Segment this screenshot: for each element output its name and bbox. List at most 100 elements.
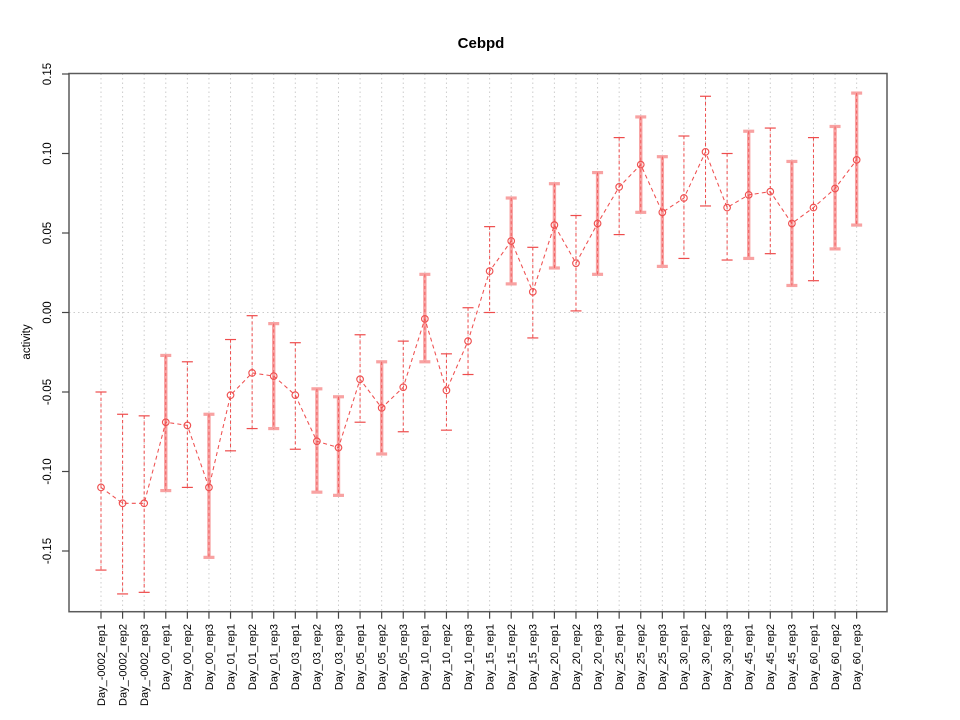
x-tick-label: Day_03_rep3 bbox=[333, 624, 345, 690]
x-tick-label: Day_20_rep2 bbox=[571, 624, 583, 690]
x-tick-label: Day_10_rep1 bbox=[420, 624, 432, 690]
data-point bbox=[723, 203, 731, 212]
x-tick-label: Day_15_rep1 bbox=[484, 624, 496, 690]
x-axis: Day_-0002_rep1 Day_-0002_rep2 Day_-0002_re… bbox=[96, 611, 863, 706]
x-tick-label: Day_05_rep2 bbox=[376, 624, 388, 690]
data-point bbox=[464, 337, 472, 345]
data-point bbox=[399, 383, 408, 392]
error-bar bbox=[764, 127, 776, 255]
data-point bbox=[831, 184, 839, 193]
data-point bbox=[788, 219, 796, 228]
y-tick-label: -0.15 bbox=[42, 538, 54, 564]
x-tick-label: Day_00_rep3 bbox=[204, 624, 216, 690]
data-point bbox=[313, 437, 321, 446]
data-point bbox=[701, 148, 710, 156]
error-bar bbox=[548, 182, 560, 270]
data-point bbox=[118, 499, 127, 508]
data-point bbox=[356, 375, 364, 384]
data-point bbox=[442, 386, 451, 395]
x-tick-label: Day_15_rep3 bbox=[528, 624, 540, 690]
x-tick-label: Day_10_rep3 bbox=[463, 624, 475, 690]
data-point bbox=[572, 259, 580, 268]
x-tick-label: Day_-0002_rep2 bbox=[117, 624, 129, 706]
x-tick-label: Day_45_rep2 bbox=[765, 624, 777, 690]
error-bar bbox=[527, 246, 539, 339]
data-point bbox=[809, 203, 818, 212]
data-point bbox=[248, 369, 257, 377]
data-point bbox=[636, 160, 645, 169]
error-bar bbox=[570, 214, 582, 312]
gridlines bbox=[69, 73, 887, 612]
data-points bbox=[97, 148, 861, 508]
x-tick-label: Day_45_rep1 bbox=[744, 624, 756, 690]
data-point bbox=[140, 499, 149, 508]
x-tick-label: Day_01_rep2 bbox=[247, 624, 259, 690]
x-tick-label: Day_01_rep1 bbox=[225, 624, 237, 690]
x-tick-label: Day_05_rep3 bbox=[398, 624, 410, 690]
data-point bbox=[269, 372, 278, 380]
y-tick-label: 0.00 bbox=[42, 301, 54, 323]
data-point bbox=[507, 237, 516, 245]
data-point bbox=[97, 483, 105, 492]
error-bar bbox=[246, 315, 258, 430]
error-bar bbox=[851, 91, 863, 227]
error-bar bbox=[311, 387, 323, 494]
error-bar bbox=[807, 137, 819, 282]
data-point bbox=[377, 404, 386, 412]
error-bar bbox=[181, 361, 193, 488]
x-tick-label: Day_25_rep1 bbox=[614, 624, 626, 690]
error-bar bbox=[678, 135, 690, 260]
y-tick-label: 0.15 bbox=[42, 63, 54, 85]
x-tick-label: Day_60_rep3 bbox=[851, 624, 863, 690]
x-tick-label: Day_05_rep1 bbox=[355, 624, 367, 690]
x-tick-label: Day_45_rep3 bbox=[787, 624, 799, 690]
data-point bbox=[161, 418, 170, 427]
y-axis: 0.15 0.10 0.05 0.00 -0.05 -0.10 -0.15 bbox=[42, 63, 69, 564]
plot-area: 0.15 0.10 0.05 0.00 -0.05 -0.10 -0.15 Day_-0002… bbox=[42, 63, 888, 706]
x-tick-label: Day_25_rep3 bbox=[657, 624, 669, 690]
y-tick-label: 0.05 bbox=[42, 222, 54, 244]
data-point bbox=[528, 287, 537, 296]
y-tick-label: -0.10 bbox=[42, 458, 54, 484]
error-bar bbox=[138, 415, 150, 593]
x-tick-label: Day_03_rep1 bbox=[290, 624, 302, 690]
data-point bbox=[744, 190, 753, 199]
y-tick-label: -0.05 bbox=[42, 379, 54, 405]
error-bar bbox=[225, 338, 237, 452]
x-tick-label: Day_10_rep2 bbox=[441, 624, 453, 690]
x-tick-label: Day_01_rep3 bbox=[269, 624, 281, 690]
error-bar bbox=[484, 226, 496, 314]
x-tick-label: Day_30_rep2 bbox=[700, 624, 712, 690]
data-point bbox=[852, 155, 861, 164]
error-bars bbox=[95, 91, 863, 595]
x-tick-label: Day_00_rep1 bbox=[161, 624, 173, 690]
x-tick-label: Day_25_rep2 bbox=[636, 624, 648, 690]
x-tick-label: Day_30_rep3 bbox=[722, 624, 734, 690]
x-tick-label: Day_-0002_rep3 bbox=[139, 624, 151, 706]
data-point bbox=[485, 267, 494, 276]
data-point bbox=[226, 391, 235, 400]
error-bar bbox=[656, 155, 668, 268]
x-tick-label: Day_20_rep3 bbox=[592, 624, 604, 690]
error-bar bbox=[721, 152, 733, 261]
data-point bbox=[291, 391, 300, 400]
data-point bbox=[593, 219, 602, 228]
x-tick-label: Day_15_rep2 bbox=[506, 624, 518, 690]
data-point bbox=[183, 421, 192, 430]
series-line bbox=[100, 150, 858, 504]
error-bar bbox=[462, 307, 474, 376]
data-point bbox=[205, 483, 213, 492]
error-bar bbox=[613, 137, 625, 236]
x-tick-label: Day_00_rep2 bbox=[182, 624, 194, 690]
x-tick-label: Day_03_rep2 bbox=[312, 624, 324, 690]
y-tick-label: 0.10 bbox=[42, 142, 54, 164]
x-tick-label: Day_-0002_rep1 bbox=[96, 624, 108, 706]
error-bar bbox=[117, 413, 129, 595]
y-axis-title: activity bbox=[21, 324, 33, 359]
x-tick-label: Day_30_rep1 bbox=[679, 624, 691, 690]
error-bar bbox=[440, 353, 452, 431]
chart-title: Cebpd bbox=[458, 35, 505, 52]
data-point bbox=[420, 314, 429, 323]
